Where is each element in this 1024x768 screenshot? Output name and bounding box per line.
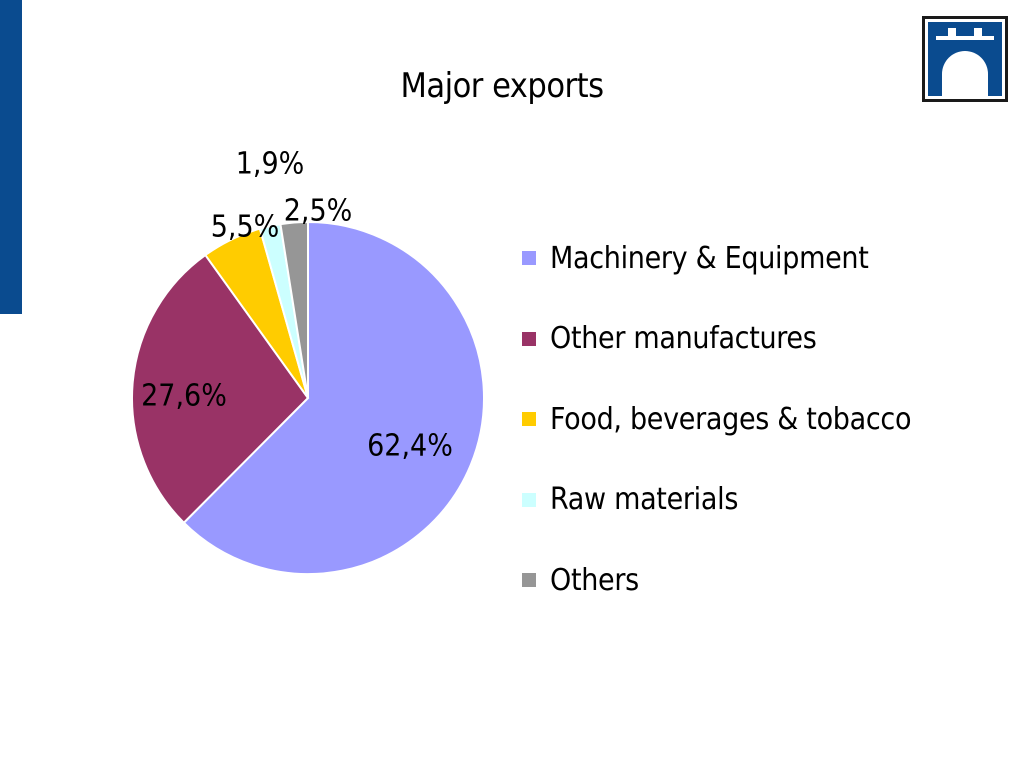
legend-swatch: [522, 331, 536, 346]
legend-item-machinery-equipment: Machinery & Equipment: [522, 218, 911, 299]
bridge-logo-icon: [922, 16, 1008, 102]
legend-swatch: [522, 251, 536, 266]
chart-title: Major exports: [400, 66, 604, 106]
legend-swatch: [522, 412, 536, 427]
legend-label: Raw materials: [550, 482, 739, 518]
side-accent-bar: [0, 0, 22, 314]
pie-slice-others: [279, 220, 309, 399]
legend-swatch: [522, 573, 536, 588]
legend-label: Food, beverages & tobacco: [550, 401, 912, 437]
pie-slice-machinery-equipment: [182, 220, 485, 575]
data-label-other-manufactures: 27,6%: [141, 379, 227, 414]
legend-item-others: Others: [522, 540, 911, 621]
legend-swatch: [522, 492, 536, 507]
chart-legend: Machinery & Equipment Other manufactures F…: [522, 218, 911, 621]
legend-label: Other manufactures: [550, 321, 817, 357]
legend-item-food-beverages-tobacco: Food, beverages & tobacco: [522, 379, 911, 460]
legend-item-raw-materials: Raw materials: [522, 460, 911, 541]
legend-label: Machinery & Equipment: [550, 240, 869, 276]
data-label-food-beverages-tobacco: 5,5%: [211, 210, 280, 245]
data-label-others: 2,5%: [284, 194, 353, 229]
legend-item-other-manufactures: Other manufactures: [522, 299, 911, 380]
data-label-machinery-equipment: 62,4%: [367, 429, 453, 464]
data-label-raw-materials: 1,9%: [236, 147, 305, 182]
legend-label: Others: [550, 562, 639, 598]
pie-slice-other-manufactures: [131, 253, 310, 525]
